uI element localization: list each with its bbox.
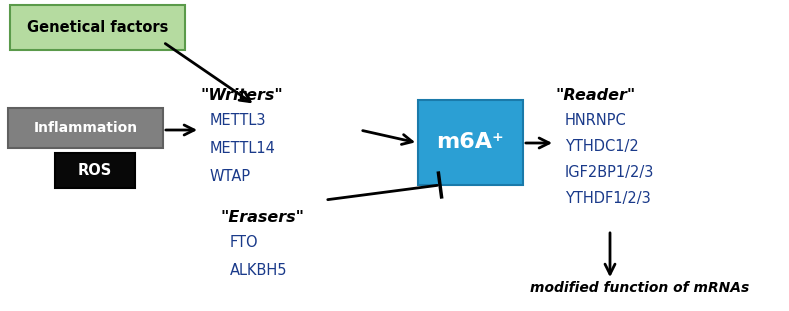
FancyBboxPatch shape [55,153,135,188]
Text: "Writers": "Writers" [200,88,282,103]
Text: FTO: FTO [230,235,259,250]
Text: METTL3: METTL3 [210,113,267,128]
FancyBboxPatch shape [8,108,163,148]
Text: Inflammation: Inflammation [33,121,137,135]
Text: Genetical factors: Genetical factors [27,20,168,35]
Text: m6A⁺: m6A⁺ [436,132,504,152]
Text: YTHDF1/2/3: YTHDF1/2/3 [565,191,651,206]
FancyBboxPatch shape [10,5,185,50]
Text: METTL14: METTL14 [210,141,276,156]
Text: IGF2BP1/2/3: IGF2BP1/2/3 [565,165,654,180]
FancyBboxPatch shape [418,100,523,185]
Text: ALKBH5: ALKBH5 [230,263,287,278]
Text: "Erasers": "Erasers" [220,210,304,225]
Text: HNRNPC: HNRNPC [565,113,626,128]
Text: ROS: ROS [78,163,112,178]
Text: "Reader": "Reader" [555,88,635,103]
Text: modified function of mRNAs: modified function of mRNAs [530,281,750,295]
Text: WTAP: WTAP [210,169,251,184]
Text: YTHDC1/2: YTHDC1/2 [565,139,639,154]
